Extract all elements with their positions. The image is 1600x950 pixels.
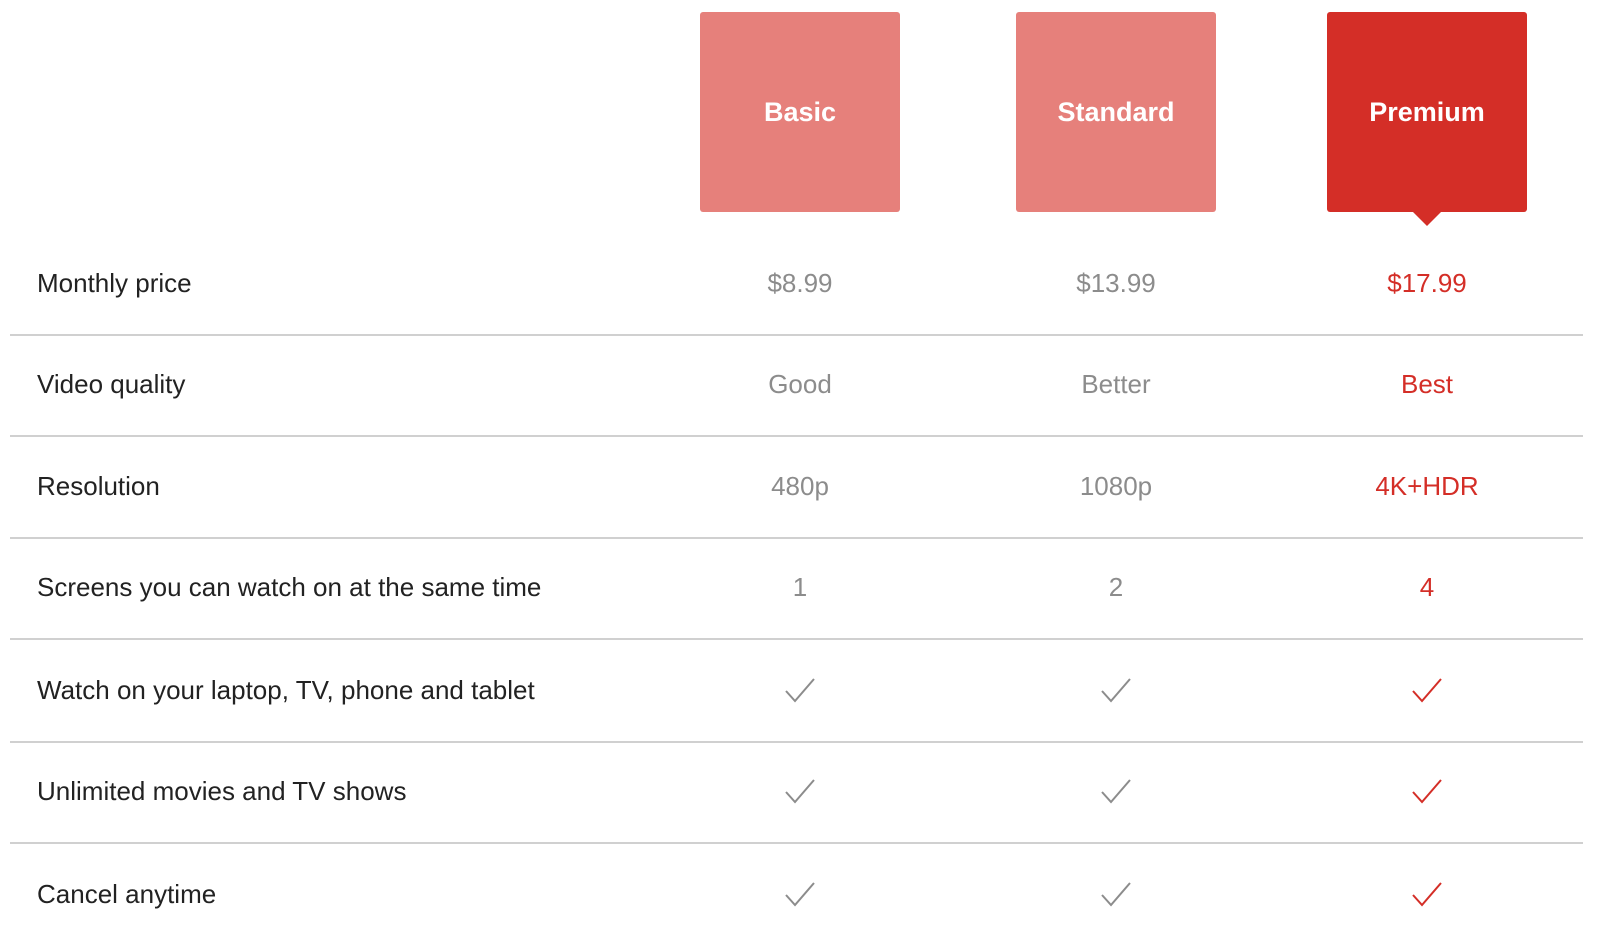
plan-premium-button[interactable]: Premium <box>1327 12 1527 226</box>
row-label: Cancel anytime <box>37 878 217 909</box>
check-icon <box>700 878 900 910</box>
row-label: Video quality <box>37 368 186 399</box>
row-value: 4K+HDR <box>1375 470 1479 501</box>
table-row: Video quality Good Better Best <box>10 333 1583 437</box>
row-label: Resolution <box>37 470 160 501</box>
table-row: Watch on your laptop, TV, phone and tabl… <box>10 639 1583 743</box>
row-label: Unlimited movies and TV shows <box>37 775 407 806</box>
table-row: Resolution 480p 1080p 4K+HDR <box>10 435 1583 539</box>
row-label: Watch on your laptop, TV, phone and tabl… <box>37 674 535 705</box>
check-icon <box>700 775 900 807</box>
row-value: Better <box>1081 368 1151 399</box>
row-value: 1 <box>792 571 808 602</box>
check-icon <box>1016 674 1216 706</box>
check-icon <box>1327 674 1527 706</box>
row-label: Screens you can watch on at the same tim… <box>37 571 542 602</box>
check-icon <box>1327 775 1527 807</box>
check-icon <box>1327 878 1527 910</box>
table-row: Screens you can watch on at the same tim… <box>10 536 1583 640</box>
row-value: Best <box>1400 368 1454 399</box>
plan-basic-button[interactable]: Basic <box>700 12 900 212</box>
table-row: Monthly price $8.99 $13.99 $17.99 <box>10 232 1583 336</box>
row-value: 2 <box>1108 571 1124 602</box>
row-value: 480p <box>771 470 829 501</box>
row-value: $17.99 <box>1387 267 1467 298</box>
row-label: Monthly price <box>37 267 192 298</box>
table-row: Cancel anytime <box>10 843 1583 945</box>
row-value: Good <box>768 368 832 399</box>
row-value: 1080p <box>1079 470 1153 501</box>
plan-standard-button[interactable]: Standard <box>1016 12 1216 212</box>
check-icon <box>700 674 900 706</box>
row-value: 4 <box>1419 571 1435 602</box>
check-icon <box>1016 775 1216 807</box>
row-value: $8.99 <box>767 267 833 298</box>
table-row: Unlimited movies and TV shows <box>10 740 1583 844</box>
row-value: $13.99 <box>1076 267 1156 298</box>
check-icon <box>1016 878 1216 910</box>
